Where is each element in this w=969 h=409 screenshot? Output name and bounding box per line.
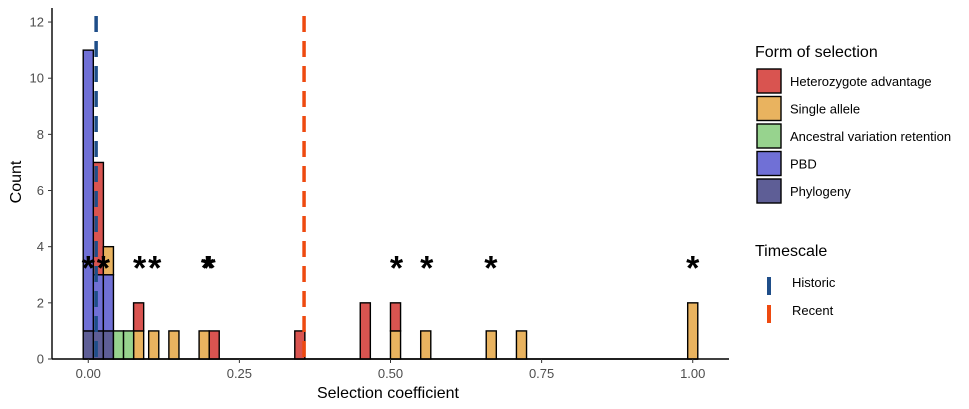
y-tick-label: 0: [37, 352, 44, 367]
significance-star: *: [201, 250, 215, 288]
bar-single-allele: [485, 330, 498, 360]
bar-phylogeny: [82, 330, 95, 360]
axes: Selection coefficient Count 0 2 4 6 8 10 12 0.0…: [8, 8, 729, 402]
x-tick-label: 1.00: [680, 366, 705, 381]
legend-key-ancestral-variation-retention: [756, 123, 782, 149]
legend-label-historic: Historic: [792, 275, 836, 290]
legend-key-pbd: [756, 150, 782, 177]
significance-star: *: [390, 250, 404, 288]
legend-label-phylogeny: Phylogeny: [790, 184, 851, 199]
y-tick-label: 2: [37, 295, 44, 310]
y-axis-title: Count: [8, 160, 25, 203]
reference-lines: [94, 16, 306, 359]
legend-label-single-allele: Single allele: [790, 102, 860, 117]
y-tick-label: 12: [30, 15, 44, 30]
bar-single-allele: [147, 330, 160, 360]
x-tick-label: 0.25: [227, 366, 252, 381]
y-tick-label: 10: [30, 71, 44, 86]
bar-heterozygote-advantage: [208, 330, 220, 360]
bar-single-allele: [686, 302, 699, 360]
legend-label-pbd: PBD: [790, 157, 817, 172]
y-tick-label: 6: [37, 183, 44, 198]
bar-ancestral-variation-retention: [112, 330, 125, 360]
bar-heterozygote-advantage: [132, 302, 145, 332]
bar-single-allele: [389, 330, 402, 360]
significance-star: *: [203, 250, 217, 288]
legend-key-phylogeny: [756, 178, 782, 204]
legend-key-single-allele: [756, 95, 782, 122]
legend-key-heterozygote-advantage: [756, 68, 782, 94]
y-tick-label: 4: [37, 239, 44, 254]
x-tick-label: 0.50: [378, 366, 403, 381]
significance-star: *: [148, 250, 162, 288]
legend-label-ancestral-variation-retention: Ancestral variation retention: [790, 129, 951, 144]
legend-label-heterozygote-advantage: Heterozygote advantage: [790, 74, 932, 89]
significance-star: *: [420, 250, 434, 288]
x-axis-title: Selection coefficient: [317, 385, 460, 402]
bar-phylogeny: [102, 330, 115, 360]
bar-single-allele: [168, 330, 180, 360]
bar-single-allele: [102, 245, 115, 276]
legend-label-recent: Recent: [792, 303, 834, 318]
significance-star: *: [686, 250, 700, 288]
significance-star: *: [484, 250, 498, 288]
bars-layer: [82, 49, 699, 360]
significance-star: *: [133, 250, 147, 288]
bar-single-allele: [132, 330, 145, 360]
y-tick-label: 8: [37, 127, 44, 142]
bar-pbd: [82, 49, 95, 332]
x-tick-label: 0.00: [76, 366, 101, 381]
bar-ancestral-variation-retention: [122, 330, 135, 360]
significance-stars: * * * * ** * * * *: [82, 250, 700, 288]
bar-single-allele: [198, 330, 210, 360]
significance-star: *: [97, 250, 111, 288]
bar-single-allele: [515, 330, 528, 360]
bar-heterozygote-advantage: [359, 302, 372, 360]
bar-heterozygote-advantage: [389, 302, 402, 332]
legend-fill-title: Form of selection: [755, 44, 878, 61]
significance-star: *: [82, 250, 96, 288]
x-tick-label: 0.75: [529, 366, 554, 381]
bar-single-allele: [419, 330, 432, 360]
legend: Form of selection Timescale Heterozygote…: [755, 44, 951, 323]
legend-line-title: Timescale: [755, 243, 827, 260]
